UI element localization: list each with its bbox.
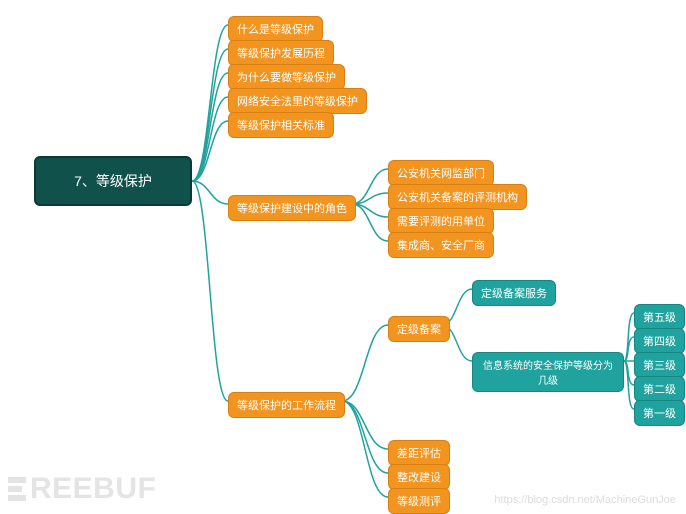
node-why[interactable]: 为什么要做等级保护	[228, 64, 345, 90]
node-what-is[interactable]: 什么是等级保护	[228, 16, 323, 42]
node-role-eval-org[interactable]: 公安机关备案的评测机构	[388, 184, 527, 210]
watermark-logo: REEBUF	[8, 472, 156, 506]
node-filing-service[interactable]: 定级备案服务	[472, 280, 556, 306]
node-workflow[interactable]: 等级保护的工作流程	[228, 392, 345, 418]
node-grade-5[interactable]: 第五级	[634, 304, 685, 330]
node-standards[interactable]: 等级保护相关标准	[228, 112, 334, 138]
watermark-url: https://blog.csdn.net/MachineGunJoe	[494, 494, 676, 506]
node-roles[interactable]: 等级保护建设中的角色	[228, 195, 356, 221]
node-role-unit[interactable]: 需要评测的用单位	[388, 208, 494, 234]
node-grade-2[interactable]: 第二级	[634, 376, 685, 402]
node-grade-3[interactable]: 第三级	[634, 352, 685, 378]
node-grade-levels[interactable]: 信息系统的安全保护等级分为几级	[472, 352, 624, 392]
node-law[interactable]: 网络安全法里的等级保护	[228, 88, 367, 114]
node-flow-test[interactable]: 等级测评	[388, 488, 450, 514]
logo-bars-icon	[8, 477, 26, 501]
node-history[interactable]: 等级保护发展历程	[228, 40, 334, 66]
watermark-logo-text: REEBUF	[30, 472, 156, 506]
node-grade-4[interactable]: 第四级	[634, 328, 685, 354]
node-flow-gap[interactable]: 差距评估	[388, 440, 450, 466]
node-flow-rectify[interactable]: 整改建设	[388, 464, 450, 490]
node-grade-1[interactable]: 第一级	[634, 400, 685, 426]
node-role-police[interactable]: 公安机关网监部门	[388, 160, 494, 186]
root-node[interactable]: 7、等级保护	[34, 156, 192, 206]
node-role-vendor[interactable]: 集成商、安全厂商	[388, 232, 494, 258]
node-flow-filing[interactable]: 定级备案	[388, 316, 450, 342]
